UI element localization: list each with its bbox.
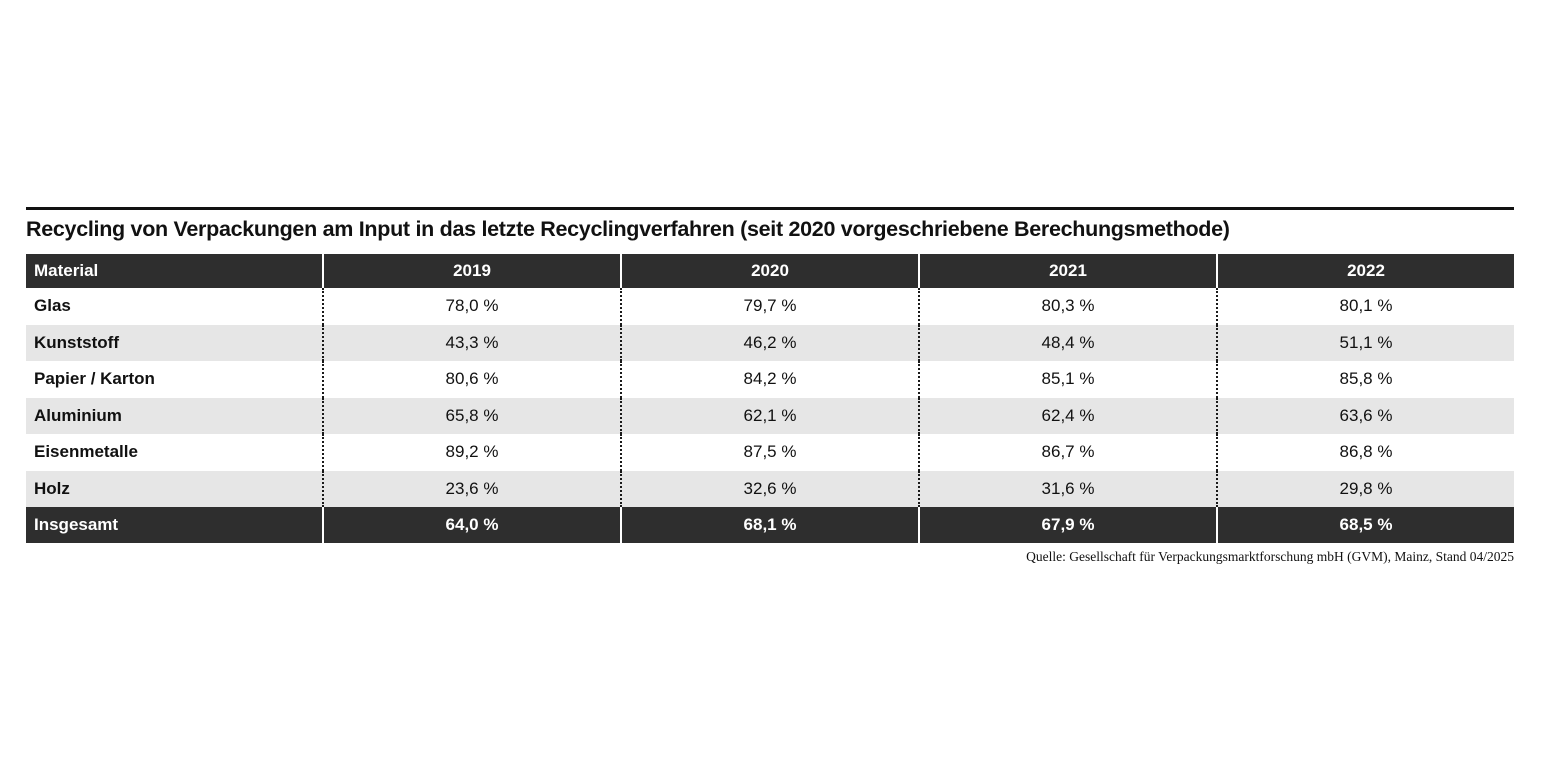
value-cell: 80,6 % [322,361,620,398]
value-cell: 80,3 % [918,288,1216,325]
value-cell: 64,0 % [322,507,620,543]
material-label: Kunststoff [34,332,119,352]
header-material: Material [34,261,99,280]
value-cell: 80,1 % [1216,288,1514,325]
value-cell: 86,7 % [918,434,1216,471]
value-cell: 46,2 % [620,324,918,361]
recycling-table: Material 2019 2020 2021 2022 Glas 78,0 %… [26,254,1514,543]
value-cell: 51,1 % [1216,324,1514,361]
value-cell: 87,5 % [620,434,918,471]
value-cell: 32,6 % [620,470,918,507]
material-label: Aluminium [34,405,122,425]
recycling-table-graphic: Recycling von Verpackungen am Input in d… [26,207,1514,565]
chart-title: Recycling von Verpackungen am Input in d… [26,217,1230,241]
material-label: Papier / Karton [34,369,155,389]
table-row-glas: Glas 78,0 % 79,7 % 80,3 % 80,1 % [26,288,1514,325]
value-cell: 78,0 % [322,288,620,325]
material-label: Eisenmetalle [34,442,138,462]
value-cell: 68,1 % [620,507,918,543]
top-rule-divider [26,207,1514,210]
material-label: Glas [34,296,71,316]
value-cell: 23,6 % [322,470,620,507]
value-cell: 62,4 % [918,397,1216,434]
value-cell: 63,6 % [1216,397,1514,434]
header-2021: 2021 [918,254,1216,288]
table-header-row: Material 2019 2020 2021 2022 [26,254,1514,288]
material-label: Holz [34,478,70,498]
value-cell: 85,8 % [1216,361,1514,398]
table-row-kunststoff: Kunststoff 43,3 % 46,2 % 48,4 % 51,1 % [26,324,1514,361]
table-row-eisenmetalle: Eisenmetalle 89,2 % 87,5 % 86,7 % 86,8 % [26,434,1514,471]
value-cell: 79,7 % [620,288,918,325]
value-cell: 48,4 % [918,324,1216,361]
source-credit: Quelle: Gesellschaft für Verpackungsmark… [1026,549,1514,564]
value-cell: 43,3 % [322,324,620,361]
table-row-aluminium: Aluminium 65,8 % 62,1 % 62,4 % 63,6 % [26,397,1514,434]
value-cell: 86,8 % [1216,434,1514,471]
value-cell: 65,8 % [322,397,620,434]
value-cell: 62,1 % [620,397,918,434]
value-cell: 68,5 % [1216,507,1514,543]
header-2020: 2020 [620,254,918,288]
value-cell: 67,9 % [918,507,1216,543]
value-cell: 29,8 % [1216,470,1514,507]
material-label: Insgesamt [34,515,119,534]
table-row-insgesamt: Insgesamt 64,0 % 68,1 % 67,9 % 68,5 % [26,507,1514,543]
value-cell: 84,2 % [620,361,918,398]
table-row-papier-karton: Papier / Karton 80,6 % 84,2 % 85,1 % 85,… [26,361,1514,398]
table-row-holz: Holz 23,6 % 32,6 % 31,6 % 29,8 % [26,470,1514,507]
value-cell: 31,6 % [918,470,1216,507]
header-2019: 2019 [322,254,620,288]
value-cell: 89,2 % [322,434,620,471]
value-cell: 85,1 % [918,361,1216,398]
header-2022: 2022 [1216,254,1514,288]
